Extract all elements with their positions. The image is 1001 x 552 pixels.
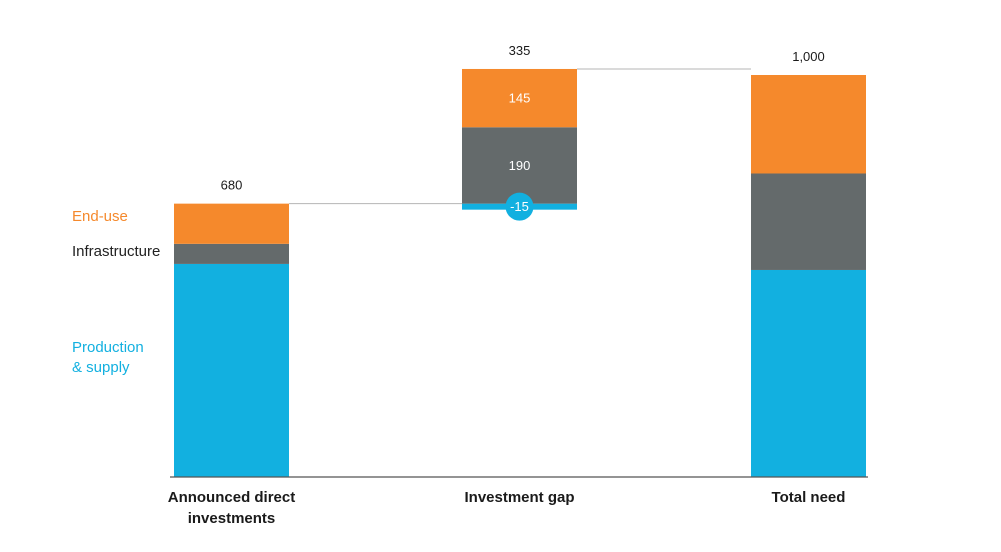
category-label: Total need bbox=[772, 489, 846, 506]
bar-total-need-infrastructure bbox=[751, 173, 866, 270]
bar-announced-direct-investments-infrastructure bbox=[174, 243, 289, 264]
segment-value-label: 190 bbox=[509, 158, 531, 173]
legend-label-infrastructure: Infrastructure bbox=[72, 243, 160, 260]
legend-label-end-use: End-use bbox=[72, 208, 128, 225]
legend: End-use Infrastructure Production & supply bbox=[72, 208, 160, 376]
total-value-label: 335 bbox=[509, 43, 531, 58]
labels-group: 680 Announced direct investments -15 190 145 3… bbox=[168, 43, 846, 527]
segment-value-label: -15 bbox=[510, 199, 529, 214]
total-value-label: 680 bbox=[221, 178, 243, 193]
bars-group bbox=[174, 68, 866, 477]
bar-total-need-production-supply bbox=[751, 269, 866, 477]
bar-investment-gap-infrastructure bbox=[462, 127, 577, 204]
segment-value-label: 145 bbox=[509, 91, 531, 106]
category-label: Investment gap bbox=[464, 489, 574, 506]
bar-announced-direct-investments-end-use bbox=[174, 203, 289, 244]
legend-label-production-supply: & supply bbox=[72, 359, 130, 376]
bar-total-need-end-use bbox=[751, 75, 866, 174]
connector-lines bbox=[289, 68, 751, 205]
bar-investment-gap-end-use bbox=[462, 68, 577, 128]
category-label: investments bbox=[188, 510, 276, 527]
total-value-label: 1,000 bbox=[792, 49, 825, 64]
bar-announced-direct-investments-production-supply bbox=[174, 263, 289, 477]
category-label: Announced direct bbox=[168, 489, 296, 506]
negative-value-badge bbox=[505, 192, 534, 221]
legend-label-production-supply: Production bbox=[72, 339, 144, 356]
